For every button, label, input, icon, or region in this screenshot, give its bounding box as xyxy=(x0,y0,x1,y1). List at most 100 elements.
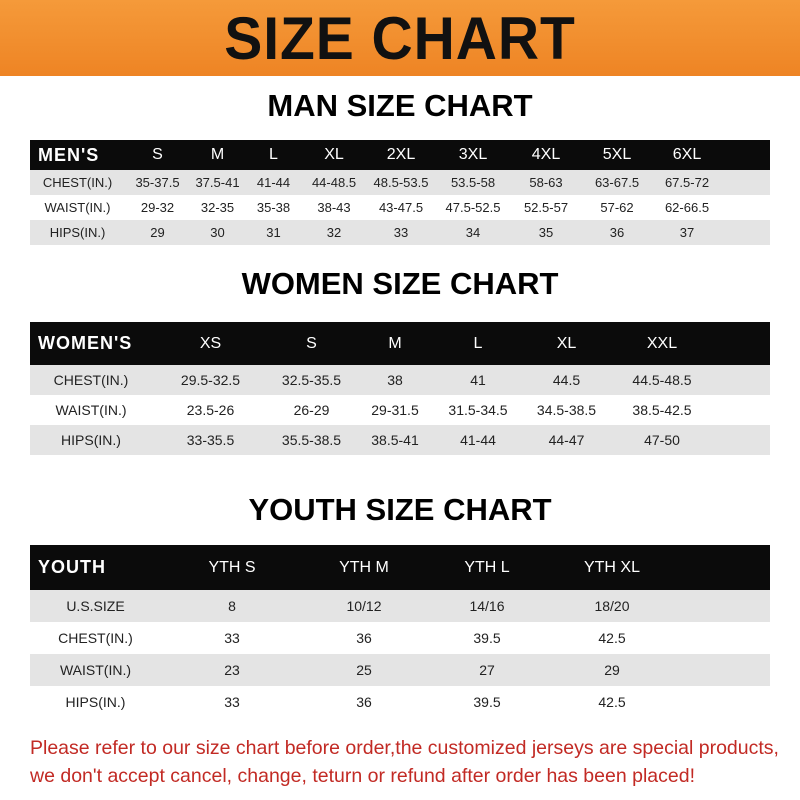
table-cell: 62-66.5 xyxy=(664,200,710,215)
table-cell: 52.5-57 xyxy=(523,200,569,215)
table-cell: 58-63 xyxy=(529,175,563,190)
table-cell: 44-48.5 xyxy=(311,175,357,190)
table-cell: 6XL xyxy=(672,146,702,163)
table-cell: 4XL xyxy=(531,146,561,163)
table-cell: 39.5 xyxy=(473,694,501,710)
table-cell: 36 xyxy=(356,630,372,646)
youth-size-table: YOUTH YTH S YTH M YTH L YTH XL U.S.SIZE 8 10/12… xyxy=(30,545,770,718)
table-cell: 38.5-41 xyxy=(371,432,419,448)
table-cell: S xyxy=(152,146,163,163)
row-label: WAIST(IN.) xyxy=(59,662,132,678)
table-cell: 47-50 xyxy=(644,432,680,448)
notice-line-1: Please refer to our size chart before or… xyxy=(30,737,779,759)
table-cell: 38.5-42.5 xyxy=(632,402,692,418)
table-cell: 48.5-53.5 xyxy=(373,175,429,190)
table-cell: 29-31.5 xyxy=(371,402,419,418)
page-title: SIZE CHART xyxy=(224,4,576,72)
youth-section-title: YOUTH SIZE CHART xyxy=(248,492,552,527)
table-row: WAIST(IN.) 29-32 32-35 35-38 38-43 43-47.5 47.… xyxy=(30,195,770,220)
table-cell: XXL xyxy=(646,334,678,352)
table-row: CHEST(IN.) 35-37.5 37.5-41 41-44 44-48.5 48.5… xyxy=(30,170,770,195)
table-cell: 29 xyxy=(604,662,620,678)
table-row: WAIST(IN.) 23.5-26 26-29 29-31.5 31.5-34.5 34… xyxy=(30,395,770,425)
table-cell: 36 xyxy=(356,694,372,710)
table-cell: 35.5-38.5 xyxy=(281,432,342,448)
title-banner: SIZE CHART xyxy=(0,0,800,76)
row-label: WAIST(IN.) xyxy=(44,200,111,215)
row-label: MEN'S xyxy=(38,144,100,165)
table-cell: 35 xyxy=(538,225,554,240)
table-header-row: WOMEN'S XS S M L XL XXL xyxy=(30,322,770,365)
table-cell: YTH S xyxy=(208,558,256,576)
table-cell: S xyxy=(306,334,317,352)
men-section-title: MAN SIZE CHART xyxy=(267,88,533,123)
table-cell: M xyxy=(388,334,402,352)
table-cell: 41-44 xyxy=(256,175,291,190)
row-label: CHEST(IN.) xyxy=(53,372,129,388)
table-cell: 67.5-72 xyxy=(664,175,710,190)
table-header-row: MEN'S S M L XL 2XL 3XL 4XL 5XL 6XL xyxy=(30,140,770,170)
table-cell: 31.5-34.5 xyxy=(448,402,508,418)
table-cell: 25 xyxy=(356,662,372,678)
table-cell: 37.5-41 xyxy=(195,175,240,190)
table-cell: 26-29 xyxy=(293,402,330,418)
table-cell: 41 xyxy=(470,372,486,388)
table-cell: 23 xyxy=(224,662,240,678)
table-row: HIPS(IN.) 29 30 31 32 33 34 35 36 37 xyxy=(30,220,770,245)
table-header-row: YOUTH YTH S YTH M YTH L YTH XL xyxy=(30,545,770,590)
table-cell: 32.5-35.5 xyxy=(281,372,342,388)
table-cell: 33 xyxy=(224,630,240,646)
order-notice: Please refer to our size chart before or… xyxy=(30,734,790,790)
table-row: HIPS(IN.) 33 36 39.5 42.5 xyxy=(30,686,770,718)
table-cell: 38 xyxy=(387,372,403,388)
table-cell: 57-62 xyxy=(600,200,634,215)
row-label: CHEST(IN.) xyxy=(42,175,113,190)
table-cell: YTH L xyxy=(464,558,510,576)
row-label: HIPS(IN.) xyxy=(65,694,126,710)
table-cell: 31 xyxy=(266,225,281,240)
table-cell: 53.5-58 xyxy=(450,175,496,190)
table-cell: 29 xyxy=(150,225,165,240)
table-cell: 27 xyxy=(479,662,495,678)
table-cell: 30 xyxy=(210,225,225,240)
women-section-title: WOMEN SIZE CHART xyxy=(241,266,559,301)
table-cell: 23.5-26 xyxy=(186,402,235,418)
table-row: HIPS(IN.) 33-35.5 35.5-38.5 38.5-41 41-44 44-… xyxy=(30,425,770,455)
table-cell: 10/12 xyxy=(346,598,382,614)
table-cell: 29.5-32.5 xyxy=(180,372,241,388)
table-row: CHEST(IN.) 29.5-32.5 32.5-35.5 38 41 44.5 44.5… xyxy=(30,365,770,395)
table-cell: 47.5-52.5 xyxy=(445,200,501,215)
table-cell: YTH XL xyxy=(583,558,640,576)
table-cell: 42.5 xyxy=(598,694,626,710)
table-cell: YTH M xyxy=(339,558,389,576)
table-cell: 44-47 xyxy=(548,432,585,448)
table-cell: 38-43 xyxy=(317,200,351,215)
table-cell: 14/16 xyxy=(469,598,505,614)
table-cell: 34.5-38.5 xyxy=(536,402,597,418)
table-cell: 3XL xyxy=(458,146,488,163)
table-cell: 29-32 xyxy=(140,200,175,215)
row-label: WAIST(IN.) xyxy=(55,402,127,418)
row-label: YOUTH xyxy=(38,557,106,577)
table-cell: 43-47.5 xyxy=(378,200,424,215)
women-size-table: WOMEN'S XS S M L XL XXL CHEST(IN.) 29.5-32.5 32.5… xyxy=(30,322,770,455)
table-cell: 34 xyxy=(465,225,481,240)
row-label: HIPS(IN.) xyxy=(61,432,121,448)
table-cell: 35-38 xyxy=(256,200,291,215)
table-cell: XL xyxy=(324,146,344,163)
table-cell: 33 xyxy=(224,694,240,710)
table-cell: 32 xyxy=(326,225,342,240)
row-label: U.S.SIZE xyxy=(66,598,125,614)
table-cell: 33-35.5 xyxy=(186,432,235,448)
table-cell: 5XL xyxy=(602,146,632,163)
table-cell: 18/20 xyxy=(594,598,630,614)
table-cell: 33 xyxy=(393,225,409,240)
table-cell: XS xyxy=(199,334,222,352)
table-cell: 8 xyxy=(228,598,236,614)
table-cell: 37 xyxy=(679,225,695,240)
table-cell: 39.5 xyxy=(473,630,501,646)
row-label: CHEST(IN.) xyxy=(58,630,133,646)
table-cell: 44.5 xyxy=(552,372,581,388)
table-cell: L xyxy=(269,146,278,163)
row-label: WOMEN'S xyxy=(38,333,133,353)
